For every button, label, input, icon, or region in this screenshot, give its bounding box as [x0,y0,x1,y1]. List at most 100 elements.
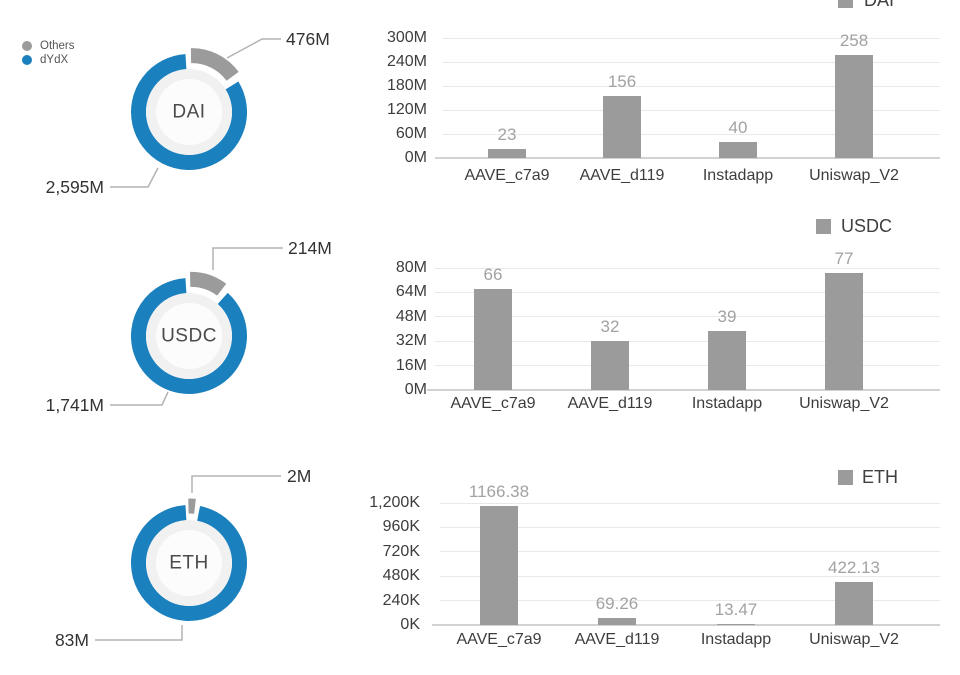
callout-line-others [191,475,281,493]
bar-aave_d119 [598,617,636,625]
bar-value-label: 156 [607,71,637,91]
callout-label-others: 2M [287,466,311,486]
x-axis-label: AAVE_d119 [567,395,653,412]
y-axis-tick: 300M [386,29,427,46]
callout-label-dydx: 1,741M [46,395,104,415]
callout-label-dydx: 2,595M [46,177,104,197]
y-axis-tick: 240K [382,591,420,609]
legend-label-dydx: dYdX [40,54,68,66]
y-axis-tick: 0K [400,616,420,633]
y-axis-tick: 0M [404,381,427,398]
gridline [443,109,940,111]
bar-chart-usdc: 80M 64M 48M 32M 16M 0M 66 AAVE_c7a9 32 AAVE_d119 3… [0,216,960,450]
bar-value-label: 77 [834,248,854,268]
donut-slice-dydx [131,54,247,170]
legend-dot-dydx [22,55,32,65]
callout-line-others [226,38,281,59]
gridline [440,600,940,602]
gridline [443,37,940,39]
donut-slice-dydx [131,278,247,394]
y-axis-tick: 1,200K [369,494,420,511]
y-axis-tick: 180M [386,77,427,94]
legend-label-usdc: USDC [841,216,893,236]
y-axis-tick: 64M [395,283,427,301]
bar-value-label: 23 [497,124,517,144]
callout-label-others: 214M [288,238,332,258]
y-axis-tick: 0M [404,149,427,166]
y-axis-tick: 480K [382,567,420,585]
x-axis-line [427,389,940,391]
bar-value-label: 39 [717,306,737,326]
bar-value-label: 40 [728,118,748,137]
callout-line-dydx [110,391,169,406]
donut-slice-dydx [131,505,247,621]
x-axis-label: AAVE_c7a9 [450,395,536,412]
bar-aave_d119 [591,341,629,390]
bar-instadapp [708,330,746,390]
legend-swatch-eth [837,469,853,485]
gridline [435,340,940,342]
bar-value-label: 13.47 [714,599,758,619]
bar-instadapp [719,142,757,158]
gridline [440,575,940,577]
bar-value-label: 32 [600,317,620,337]
donut-chart-eth: ETH 2M 83M [55,466,311,650]
bar-value-label: 66 [483,265,503,285]
gridline [435,316,940,318]
x-axis-label: AAVE_c7a9 [464,167,550,184]
callout-line-dydx [110,167,159,188]
x-axis-label: AAVE_d119 [579,167,665,184]
gridline [435,365,940,367]
y-axis-tick: 80M [395,259,427,276]
callout-label-others: 476M [286,29,330,49]
callout-line-others [212,247,283,270]
bar-aave_c7a9 [488,148,526,158]
bar-uniswap_v2 [825,272,863,390]
bar-value-label: 422.13 [828,558,880,578]
gridline [443,61,940,63]
callout-label-dydx: 83M [55,630,89,650]
x-axis-label: Uniswap_V2 [809,631,899,648]
row-eth: ETH 2M 83M 1,200K 960K 720K 480K 240K 0K 1166.38… [0,450,960,675]
legend-dot-others [22,41,32,51]
gridline [440,526,940,528]
donut-slice-others [189,271,227,296]
legend-swatch-dai [837,0,853,8]
y-axis-tick: 16M [395,356,427,374]
legend-label-dai: DAI [864,0,895,10]
bar-uniswap_v2 [835,582,873,625]
bar-aave_c7a9 [474,289,512,390]
gridline [435,291,940,293]
row-dai: DAI 476M 2,595M Others dYdX 300M 240M 180M 120M… [0,0,960,225]
y-axis-tick: 120M [386,101,427,118]
bar-aave_c7a9 [480,506,518,625]
x-axis-label: AAVE_c7a9 [456,631,542,648]
x-axis-label: Instadapp [700,631,772,648]
x-axis-label: AAVE_d119 [574,631,660,648]
bar-value-label: 1166.38 [468,482,530,502]
legend-label-eth: ETH [862,467,898,487]
donut-chart-usdc: USDC 214M 1,741M [46,238,332,415]
y-axis-tick: 240M [386,53,427,70]
y-axis-tick: 60M [395,125,427,142]
gridline [440,551,940,553]
y-axis-tick: 48M [395,307,427,325]
x-axis-label: Instadapp [702,167,774,184]
bar-value-label: 258 [839,30,869,50]
donut-center-label: DAI [172,102,205,123]
gridline [443,85,940,87]
donut-chart-dai: DAI 476M 2,595M Others dYdX [22,29,330,197]
donut-slice-others [190,48,239,82]
donut-hole-center [156,530,222,596]
bar-value-label: 69.26 [595,593,639,613]
row-usdc: USDC 214M 1,741M 80M 64M 48M 32M 16M 0M 66 AAVE_c… [0,216,960,450]
bar-chart-dai: 300M 240M 180M 120M 60M 0M 23 AAVE_c7a9 156 AAVE_… [0,0,960,225]
y-axis-tick: 720K [382,542,420,560]
donut-hole-center [156,79,222,145]
x-axis-label: Uniswap_V2 [799,395,889,412]
donut-center-label: USDC [161,326,217,347]
x-axis-label: Instadapp [691,395,763,412]
legend-swatch-usdc [815,218,831,234]
callout-line-dydx [95,625,183,641]
